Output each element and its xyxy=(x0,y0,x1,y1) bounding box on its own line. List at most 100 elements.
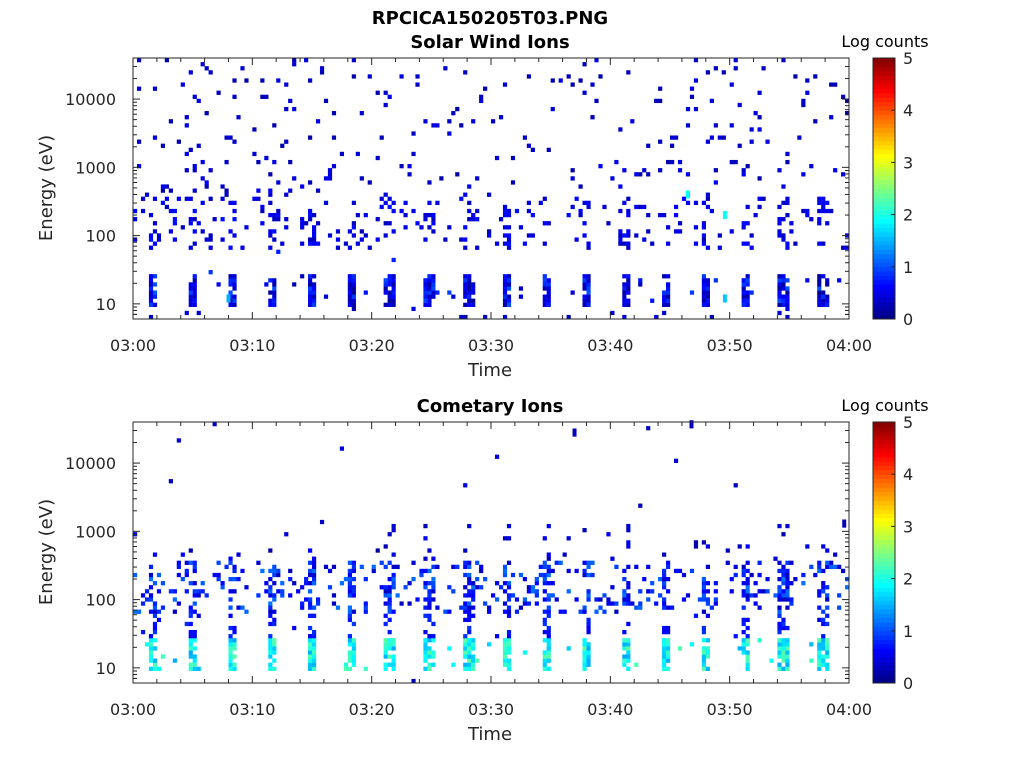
spectrogram-cell xyxy=(570,290,575,295)
spectrogram-cell xyxy=(777,650,782,655)
spectrogram-cell xyxy=(594,597,599,602)
spectrogram-cell xyxy=(264,282,269,287)
spectrogram-cell xyxy=(741,650,746,655)
spectrogram-cell xyxy=(228,658,233,663)
spectrogram-cell xyxy=(825,593,830,598)
spectrogram-cell xyxy=(534,576,539,582)
colorbar-segment xyxy=(873,197,895,203)
spectrogram-cell xyxy=(475,217,480,222)
spectrogram-cell xyxy=(447,131,452,136)
spectrogram-cell xyxy=(813,119,818,124)
spectrogram-cell xyxy=(188,642,193,647)
spectrogram-cell xyxy=(192,581,197,586)
spectrogram-cell xyxy=(578,184,583,189)
spectrogram-cell xyxy=(387,290,392,295)
spectrogram-cell xyxy=(463,290,468,295)
spectrogram-cell xyxy=(745,589,750,594)
spectrogram-cell xyxy=(447,585,452,590)
spectrogram-cell xyxy=(781,58,786,63)
spectrogram-cell xyxy=(693,106,699,112)
spectrogram-cell xyxy=(375,155,380,161)
spectrogram-cell xyxy=(220,581,225,586)
spectrogram-cell xyxy=(379,560,384,565)
spectrogram-cell xyxy=(821,646,826,651)
spectrogram-cell xyxy=(725,548,730,553)
spectrogram-cell xyxy=(626,593,631,598)
spectrogram-cell xyxy=(713,278,718,283)
spectrogram-cell xyxy=(232,625,237,631)
spectrogram-cell xyxy=(693,241,699,246)
spectrogram-cell xyxy=(391,278,396,283)
spectrogram-cell xyxy=(156,589,162,594)
spectrogram-cell xyxy=(280,241,285,246)
colorbar-label-cometary: Log counts xyxy=(841,396,928,415)
x-tick-label: 03:30 xyxy=(468,700,514,719)
spectrogram-cell xyxy=(319,70,325,75)
spectrogram-cell xyxy=(646,564,651,570)
spectrogram-cell xyxy=(817,196,822,201)
spectrogram-cell xyxy=(725,560,730,565)
spectrogram-cell xyxy=(463,314,468,320)
colorbar-segment xyxy=(873,258,895,263)
spectrogram-cell xyxy=(642,576,647,582)
spectrogram-cell xyxy=(168,229,173,234)
spectrogram-cell xyxy=(164,58,169,63)
spectrogram-cell xyxy=(312,646,317,651)
spectrogram-cell xyxy=(347,286,352,291)
spectrogram-cell xyxy=(312,212,317,218)
spectrogram-cell xyxy=(502,568,508,574)
spectrogram-cell xyxy=(327,176,333,181)
spectrogram-cell xyxy=(431,286,436,291)
spectrogram-cell xyxy=(570,176,575,181)
spectrogram-cell xyxy=(347,245,352,250)
spectrogram-cell xyxy=(825,613,830,618)
spectrogram-cell xyxy=(745,560,750,565)
spectrogram-cell xyxy=(383,200,388,206)
spectrogram-cell xyxy=(359,111,364,116)
spectrogram-cell xyxy=(817,290,822,295)
spectrogram-cell xyxy=(530,212,535,218)
spectrogram-cell xyxy=(578,212,583,218)
spectrogram-cell xyxy=(256,593,261,598)
spectrogram-cell xyxy=(701,286,706,291)
spectrogram-cell xyxy=(252,151,257,157)
spectrogram-cell xyxy=(785,278,790,283)
spectrogram-cell xyxy=(781,625,786,631)
spectrogram-cell xyxy=(757,127,762,132)
spectrogram-cell xyxy=(347,654,352,659)
spectrogram-cell xyxy=(423,597,428,602)
spectrogram-cell xyxy=(841,94,846,99)
spectrogram-cell xyxy=(646,597,651,602)
spectrogram-cell xyxy=(264,155,269,161)
spectrogram-cell xyxy=(626,290,631,295)
spectrogram-cell xyxy=(757,204,762,210)
spectrogram-cell xyxy=(506,245,512,250)
spectrogram-cell xyxy=(479,585,484,590)
spectrogram-cell xyxy=(228,654,233,659)
spectrogram-cell xyxy=(546,556,551,561)
spectrogram-cell xyxy=(463,646,468,651)
colorbar-segment xyxy=(873,301,895,307)
spectrogram-cell xyxy=(427,654,432,659)
spectrogram-cell xyxy=(228,605,233,610)
spectrogram-cell xyxy=(176,572,181,578)
spectrogram-cell xyxy=(431,217,436,222)
spectrogram-cell xyxy=(741,298,746,303)
spectrogram-cell xyxy=(825,650,830,655)
spectrogram-cell xyxy=(260,78,265,83)
spectrogram-cell xyxy=(614,159,619,165)
colorbar-segment xyxy=(873,456,895,462)
colorbar-segment xyxy=(873,58,895,63)
spectrogram-cell xyxy=(713,168,718,173)
spectrogram-cell xyxy=(491,593,496,598)
colorbar-segment xyxy=(873,661,895,667)
spectrogram-cell xyxy=(447,119,452,124)
spectrogram-cometary xyxy=(133,420,850,684)
spectrogram-cell xyxy=(232,568,237,574)
spectrogram-cell xyxy=(506,302,512,307)
spectrogram-cell xyxy=(506,282,512,287)
spectrogram-cell xyxy=(502,298,508,303)
spectrogram-cell xyxy=(757,90,762,95)
spectrogram-cell xyxy=(351,609,356,614)
spectrogram-cell xyxy=(467,613,472,618)
